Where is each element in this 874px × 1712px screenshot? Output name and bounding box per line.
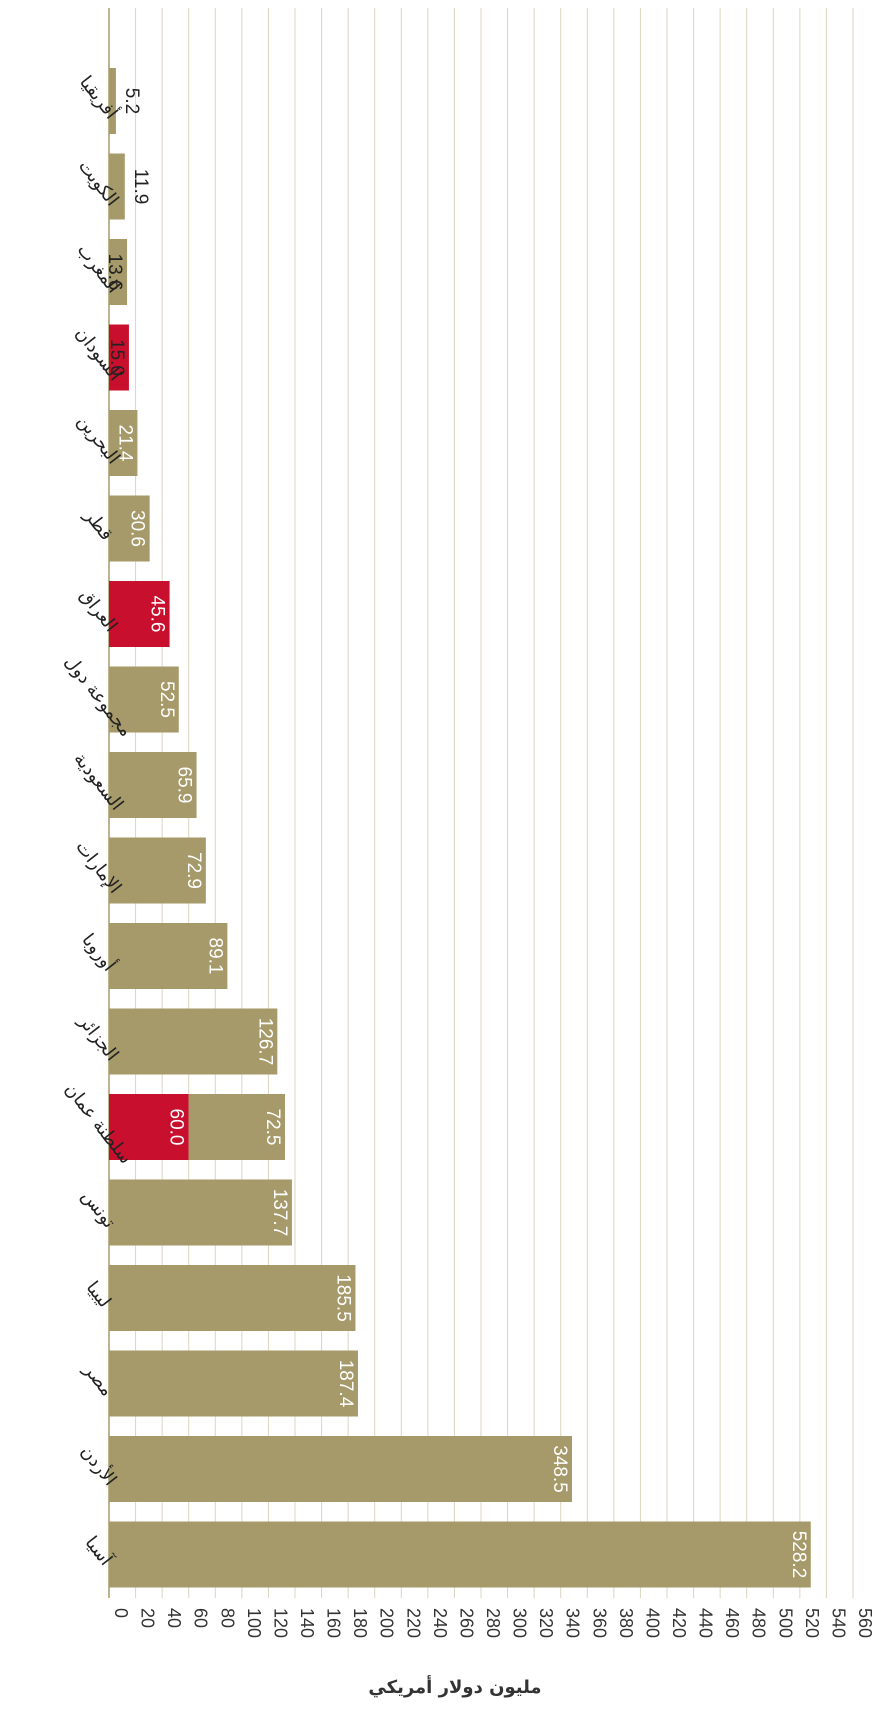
x-tick-label: 200 bbox=[377, 1608, 397, 1638]
x-tick-labels: 0 20 40 60 80 100 120 140 160 180 200 220 240 260 280 3… bbox=[111, 1608, 874, 1638]
value-label: 185.5 bbox=[332, 1274, 353, 1322]
x-tick-label: 40 bbox=[164, 1608, 184, 1628]
x-tick-label: 440 bbox=[696, 1608, 716, 1638]
bar bbox=[109, 1094, 189, 1160]
x-tick-label: 160 bbox=[324, 1608, 344, 1638]
value-label: 348.5 bbox=[549, 1445, 570, 1493]
x-tick-label: 480 bbox=[749, 1608, 769, 1638]
bar bbox=[109, 1008, 278, 1075]
value-label: 21.4 bbox=[114, 425, 135, 462]
bar bbox=[109, 1265, 356, 1331]
bar bbox=[109, 581, 170, 647]
bar bbox=[109, 837, 206, 904]
bar bbox=[109, 410, 138, 476]
x-tick-label: 240 bbox=[430, 1608, 450, 1638]
bar bbox=[109, 752, 197, 818]
x-tick-label: 20 bbox=[138, 1608, 158, 1628]
bar bbox=[109, 1436, 573, 1502]
bar bbox=[109, 1350, 358, 1417]
x-tick-label: 520 bbox=[802, 1608, 822, 1638]
value-label: 187.4 bbox=[335, 1360, 356, 1408]
x-tick-label: 460 bbox=[722, 1608, 742, 1638]
bar bbox=[109, 239, 128, 305]
bar bbox=[109, 495, 150, 562]
value-label: 528.2 bbox=[788, 1531, 809, 1579]
x-tick-label: 380 bbox=[616, 1608, 636, 1638]
x-tick-label: 340 bbox=[563, 1608, 583, 1638]
x-tick-label: 80 bbox=[217, 1608, 237, 1628]
value-label: 137.7 bbox=[269, 1189, 290, 1237]
value-label: 89.1 bbox=[204, 938, 225, 975]
value-label: 126.7 bbox=[254, 1018, 275, 1066]
value-label: 11.9 bbox=[130, 169, 151, 205]
x-tick-label: 360 bbox=[589, 1608, 609, 1638]
value-label: 5.2 bbox=[121, 88, 142, 114]
value-label: 72.5 bbox=[262, 1109, 283, 1146]
x-axis-title: مليون دولار أمريكي bbox=[368, 1675, 541, 1698]
bar bbox=[109, 1179, 292, 1246]
x-tick-label: 500 bbox=[775, 1608, 795, 1638]
x-tick-label: 140 bbox=[297, 1608, 317, 1638]
bar bbox=[109, 666, 179, 733]
bar bbox=[109, 1521, 811, 1588]
x-tick-label: 120 bbox=[270, 1608, 290, 1638]
value-label: 30.6 bbox=[127, 510, 148, 547]
x-tick-label: 300 bbox=[510, 1608, 530, 1638]
value-label: 13.6 bbox=[104, 254, 125, 291]
category-label: أفريقيا bbox=[75, 71, 123, 123]
x-tick-label: 400 bbox=[642, 1608, 662, 1638]
bar bbox=[109, 923, 228, 989]
bar bbox=[109, 68, 116, 134]
x-tick-label: 100 bbox=[244, 1608, 264, 1638]
x-tick-label: 180 bbox=[350, 1608, 370, 1638]
x-tick-label: 320 bbox=[536, 1608, 556, 1638]
gridlines bbox=[108, 8, 854, 1598]
bar bbox=[188, 1094, 286, 1160]
value-label: 15.0 bbox=[106, 339, 127, 376]
x-tick-label: 60 bbox=[191, 1608, 211, 1628]
x-tick-label: 560 bbox=[855, 1608, 874, 1638]
bars bbox=[109, 68, 811, 1588]
value-label: 72.9 bbox=[183, 852, 204, 889]
bar bbox=[109, 153, 125, 220]
value-label: 45.6 bbox=[147, 596, 168, 633]
value-label: 65.9 bbox=[174, 767, 195, 804]
bar bbox=[109, 324, 129, 391]
x-tick-label: 220 bbox=[403, 1608, 423, 1638]
value-label: 60.0 bbox=[166, 1109, 187, 1146]
x-tick-label: 540 bbox=[828, 1608, 848, 1638]
x-tick-label: 280 bbox=[483, 1608, 503, 1638]
value-label: 52.5 bbox=[156, 681, 177, 718]
value-labels: 5.2 11.9 13.6 15.0 21.4 30.6 45.6 52.5 65.9 72.9 8… bbox=[104, 88, 809, 1578]
x-tick-label: 260 bbox=[456, 1608, 476, 1638]
x-tick-label: 0 bbox=[111, 1608, 131, 1618]
x-tick-label: 420 bbox=[669, 1608, 689, 1638]
